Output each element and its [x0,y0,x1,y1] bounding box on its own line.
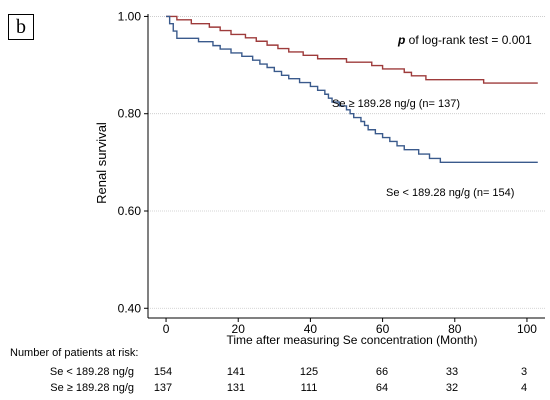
grid-lines [148,16,545,309]
risk-cell-high-se-t80: 32 [445,382,459,394]
risk-row-label-high-se: Se ≥ 189.28 ng/g [50,382,134,394]
risk-table-title: Number of patients at risk: [10,347,139,359]
y-axis-label: Renal survival [94,122,109,204]
risk-cell-high-se-t20: 131 [226,382,246,394]
risk-cell-low-se-t80: 33 [445,366,459,378]
x-tick-label: 80 [448,322,462,336]
logrank-text: of log-rank test = 0.001 [405,33,532,47]
logrank-annotation: p of log-rank test = 0.001 [397,33,532,47]
survival-curve-low-se [166,15,538,164]
risk-cell-low-se-t100: 3 [520,366,528,378]
risk-cell-high-se-t0: 137 [153,382,173,394]
y-tick-label: 0.60 [118,204,142,218]
x-tick-label: 20 [232,322,246,336]
x-tick-label: 0 [163,322,170,336]
risk-cell-low-se-t40: 125 [299,366,319,378]
risk-cell-high-se-t40: 111 [300,382,318,394]
x-tick-label: 100 [517,322,537,336]
risk-cell-low-se-t0: 154 [153,366,173,378]
panel-label: b [8,14,34,40]
x-tick-label: 60 [376,322,390,336]
survival-curves [166,15,538,164]
series-label-low-se: Se < 189.28 ng/g (n= 154) [386,187,514,199]
x-axis-label: Time after measuring Se concentration (M… [227,333,478,347]
series-label-high-se: Se ≥ 189.28 ng/g (n= 137) [332,98,460,110]
y-tick-label: 0.80 [118,107,142,121]
risk-cell-low-se-t20: 141 [226,366,246,378]
tick-labels: 0.40 0.60 0.80 1.00 0 20 40 60 80 100 [118,9,538,336]
logrank-p-symbol: p [397,33,405,47]
risk-cell-low-se-t60: 66 [375,366,389,378]
axes [147,14,545,319]
risk-cell-high-se-t100: 4 [520,382,528,394]
y-tick-label: 1.00 [118,9,142,23]
x-tick-label: 40 [304,322,318,336]
risk-row-label-low-se: Se < 189.28 ng/g [49,366,134,378]
risk-cell-high-se-t60: 64 [375,382,389,394]
survival-curve-high-se [166,15,538,84]
y-tick-label: 0.40 [118,301,142,315]
